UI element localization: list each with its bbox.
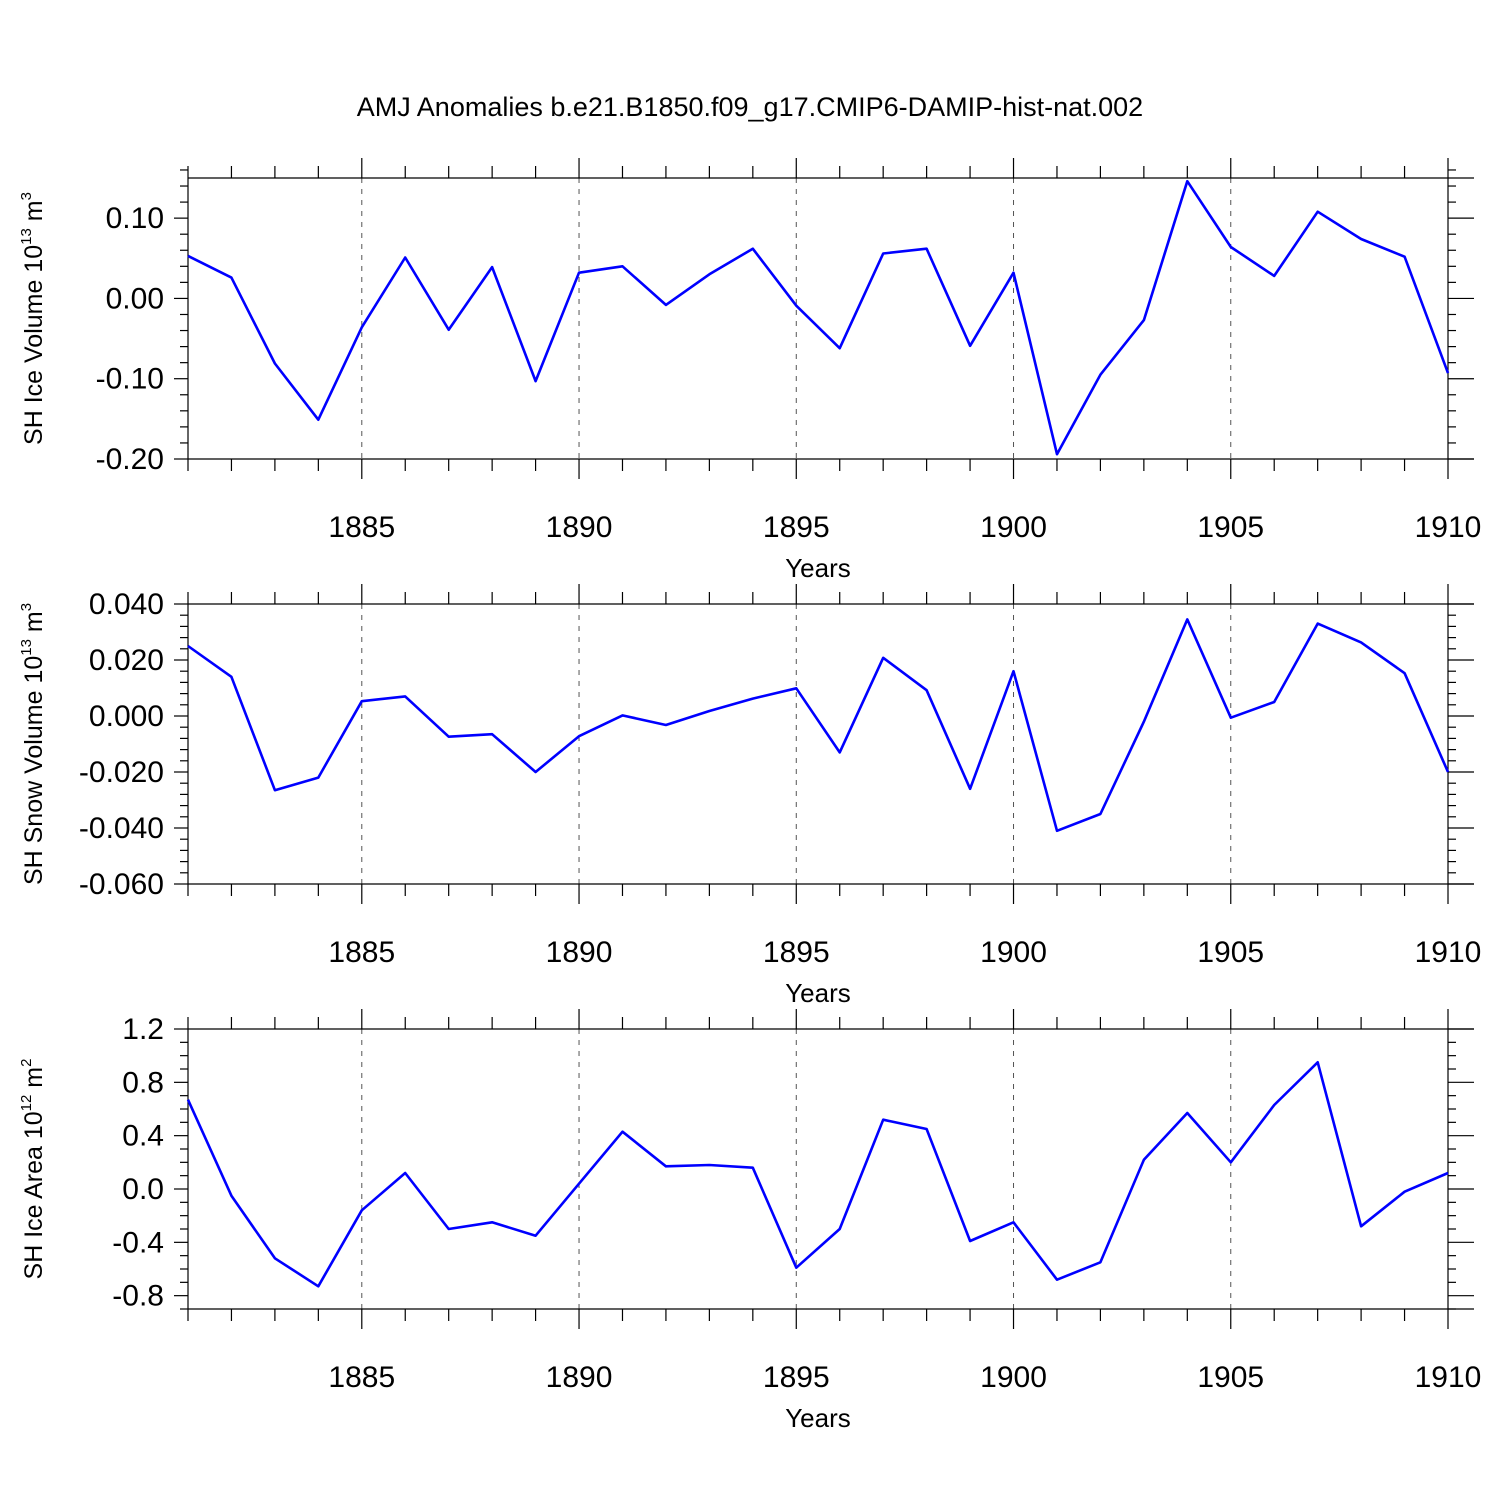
y-tick-label: 0.10	[106, 202, 164, 235]
x-tick-label: 1905	[1197, 936, 1264, 969]
y-axis-label-text: SH Ice Area 10	[20, 1111, 48, 1279]
y-axis-label-text: SH Ice Volume 10	[20, 245, 48, 445]
y-tick-label: -0.040	[79, 812, 164, 845]
figure-title: AMJ Anomalies b.e21.B1850.f09_g17.CMIP6-…	[357, 92, 1143, 122]
data-points	[187, 181, 1449, 455]
x-tick-label: 1905	[1197, 511, 1264, 544]
y-tick-label: 1.2	[122, 1013, 164, 1046]
x-tick-label: 1910	[1415, 511, 1482, 544]
x-tick-label: 1890	[546, 1361, 613, 1394]
y-axis-label: SH Ice Volume 1013 m3	[18, 192, 48, 445]
panel-1: -0.20 -0.10 0.00 0.10 1885 1890 1895 1900 1905 19…	[18, 158, 1481, 583]
y-tick-label: 0.000	[89, 700, 164, 733]
y-tick-label: -0.060	[79, 868, 164, 901]
panel-2: -0.060 -0.040 -0.020 0.000 0.020 0.040 1885 189…	[18, 584, 1481, 1008]
data-points	[187, 1062, 1449, 1287]
y-axis-label-exponent: 12	[18, 1095, 35, 1112]
y-tick-label: -0.10	[96, 363, 164, 396]
y-tick-label: 0.020	[89, 644, 164, 677]
x-tick-label: 1890	[546, 936, 613, 969]
y-tick-label: -0.20	[96, 443, 164, 476]
x-axis-label: Years	[785, 978, 851, 1008]
y-axis-label-unit: m	[20, 1067, 48, 1095]
x-tick-label: 1900	[980, 936, 1047, 969]
y-tick-label: 0.00	[106, 282, 164, 315]
y-axis-label-unit: m	[20, 611, 48, 639]
y-axis-label-unit-exponent: 3	[18, 192, 35, 200]
y-tick-label: -0.8	[112, 1280, 164, 1313]
x-tick-label: 1885	[328, 511, 395, 544]
x-axis-label: Years	[785, 1403, 851, 1433]
y-tick-label: 0.040	[89, 588, 164, 621]
x-tick-label: 1885	[328, 936, 395, 969]
x-tick-label: 1890	[546, 511, 613, 544]
x-tick-label: 1900	[980, 511, 1047, 544]
y-tick-label: 0.0	[122, 1173, 164, 1206]
y-tick-label: -0.020	[79, 756, 164, 789]
x-tick-label: 1895	[763, 511, 830, 544]
panel-3: -0.8 -0.4 0.0 0.4 0.8 1.2 1885 1890 1895 1900 1905…	[18, 1009, 1481, 1433]
series-line	[187, 618, 1450, 833]
panels: -0.20 -0.10 0.00 0.10 1885 1890 1895 1900 1905 19…	[18, 158, 1481, 1433]
y-tick-label: 0.8	[122, 1066, 164, 1099]
x-tick-label: 1905	[1197, 1361, 1264, 1394]
y-axis-label-unit-exponent: 2	[18, 1059, 35, 1067]
x-tick-label: 1895	[763, 936, 830, 969]
x-tick-label: 1895	[763, 1361, 830, 1394]
x-tick-label: 1885	[328, 1361, 395, 1394]
y-axis-label-unit-exponent: 3	[18, 603, 35, 611]
data-points	[187, 619, 1449, 831]
y-axis-label: SH Snow Volume 1013 m3	[18, 603, 48, 885]
series-line	[186, 1061, 1449, 1288]
x-tick-label: 1910	[1415, 936, 1482, 969]
x-tick-label: 1900	[980, 1361, 1047, 1394]
y-axis-label-exponent: 13	[18, 639, 35, 656]
y-axis-label: SH Ice Area 1012 m2	[18, 1059, 48, 1280]
y-axis-label-unit: m	[20, 200, 48, 228]
series-line	[187, 179, 1450, 456]
y-axis-label-text: SH Snow Volume 10	[20, 656, 48, 885]
y-tick-label: 0.4	[122, 1120, 164, 1153]
x-axis-label: Years	[785, 553, 851, 583]
y-axis-label-exponent: 13	[18, 228, 35, 245]
y-tick-label: -0.4	[112, 1226, 164, 1259]
x-tick-label: 1910	[1415, 1361, 1482, 1394]
